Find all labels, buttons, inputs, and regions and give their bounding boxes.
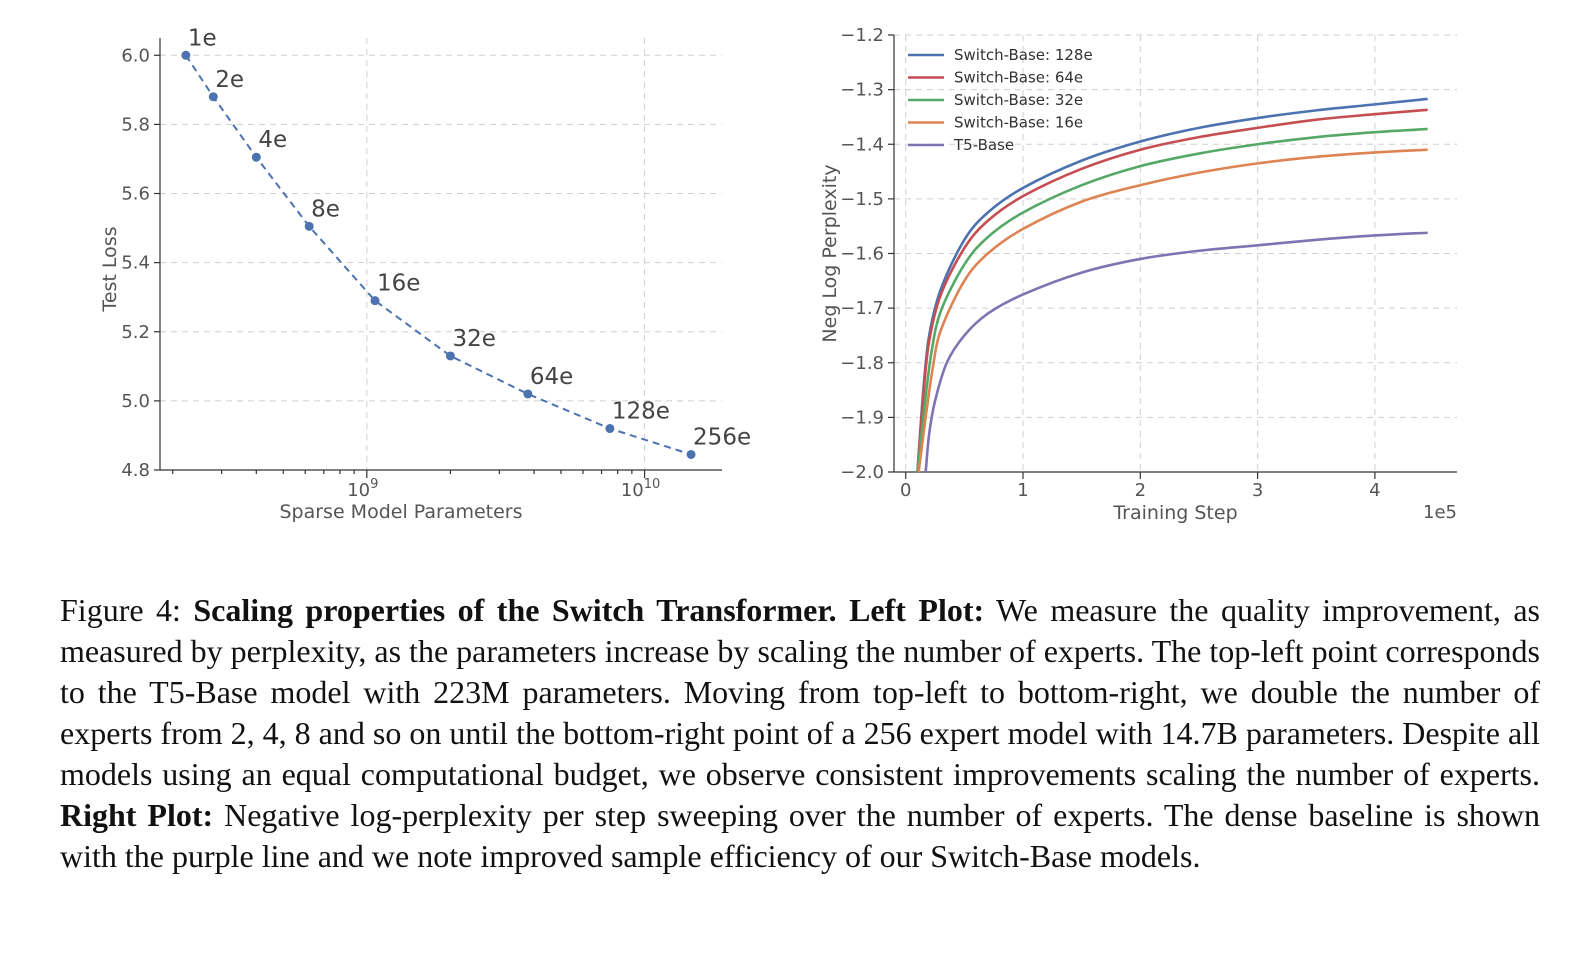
left-data-point [251, 152, 261, 162]
right-y-tick-label: −1.6 [840, 244, 884, 265]
tick-exponent: 9 [370, 477, 378, 492]
figure-caption: Figure 4: Scaling properties of the Swit… [60, 590, 1540, 877]
right-y-tick-label: −1.9 [840, 407, 884, 428]
caption-text-left: We measure the quality improvement, as m… [60, 592, 1541, 792]
left-point-label: 256e [693, 424, 751, 450]
tick-base: 10 [347, 480, 370, 501]
left-y-tick-label: 5.0 [121, 391, 150, 412]
left-point-label: 1e [188, 25, 217, 51]
left-data-point [370, 296, 380, 306]
right-y-tick-label: −2.0 [840, 462, 884, 483]
left-y-tick-label: 6.0 [121, 45, 150, 66]
right-series-line [916, 127, 1428, 473]
right-plot: −1.2 −1.3 −1.4 −1.5 −1.6 −1.7 −1.8 −1.9 −2.0 0 1 2 3… [819, 25, 1457, 524]
left-data-point [181, 50, 191, 60]
right-series-line [916, 108, 1428, 473]
right-x-tick-label: 3 [1252, 480, 1263, 501]
caption-bold-left: Scaling properties of the Switch Transfo… [193, 592, 985, 628]
left-data-point [445, 351, 455, 361]
left-point-label: 4e [258, 127, 287, 153]
right-x-axis-label: Training Step [1112, 502, 1237, 524]
right-y-axis-label: Neg Log Perplexity [819, 164, 841, 342]
right-y-tick-label: −1.5 [840, 189, 884, 210]
left-data-point [208, 92, 218, 102]
tick-base: 10 [621, 480, 644, 501]
left-series-line [185, 54, 692, 456]
legend-label: T5-Base [953, 136, 1014, 154]
caption-lead: Figure 4: [60, 592, 194, 628]
caption-bold-right: Right Plot: [60, 797, 214, 833]
legend-label: Switch-Base: 64e [954, 69, 1083, 87]
left-data-point [523, 389, 533, 399]
left-point-label: 16e [377, 271, 420, 297]
right-x-tick-label: 4 [1369, 480, 1380, 501]
right-x-multiplier: 1e5 [1423, 502, 1457, 523]
left-y-tick-label: 5.2 [121, 322, 150, 343]
right-y-tick-label: −1.2 [840, 25, 884, 46]
right-x-tick-label: 1 [1017, 480, 1028, 501]
left-data-point [605, 424, 615, 434]
left-y-tick-label: 5.6 [121, 184, 150, 205]
left-point-label: 8e [311, 196, 340, 222]
legend-label: Switch-Base: 16e [954, 114, 1083, 132]
right-y-tick-label: −1.7 [840, 298, 884, 319]
left-point-label: 128e [612, 399, 670, 425]
left-point-label: 32e [452, 326, 495, 352]
tick-exponent: 10 [644, 477, 661, 492]
right-y-tick-label: −1.4 [840, 134, 884, 155]
right-y-tick-label: −1.3 [840, 80, 884, 101]
left-point-label: 2e [215, 67, 244, 93]
left-y-tick-label: 5.4 [121, 253, 150, 274]
legend-label: Switch-Base: 32e [954, 91, 1083, 109]
left-x-tick-label: 1010 [621, 477, 660, 501]
legend-label: Switch-Base: 128e [954, 46, 1093, 64]
right-series-line [924, 231, 1428, 473]
left-y-tick-label: 4.8 [121, 460, 150, 481]
left-point-label: 64e [530, 364, 573, 390]
left-data-point [304, 221, 314, 231]
right-series-line [917, 148, 1428, 473]
left-data-point [686, 449, 696, 459]
left-y-axis-label: Test Loss [99, 226, 121, 312]
right-y-tick-label: −1.8 [840, 353, 884, 374]
right-x-tick-label: 0 [900, 480, 911, 501]
caption-text-right: Negative log-perplexity per step sweepin… [60, 797, 1541, 874]
left-y-tick-label: 5.8 [121, 114, 150, 135]
left-x-axis-label: Sparse Model Parameters [279, 501, 522, 523]
left-x-tick-label: 109 [347, 477, 378, 501]
right-x-tick-label: 2 [1135, 480, 1146, 501]
